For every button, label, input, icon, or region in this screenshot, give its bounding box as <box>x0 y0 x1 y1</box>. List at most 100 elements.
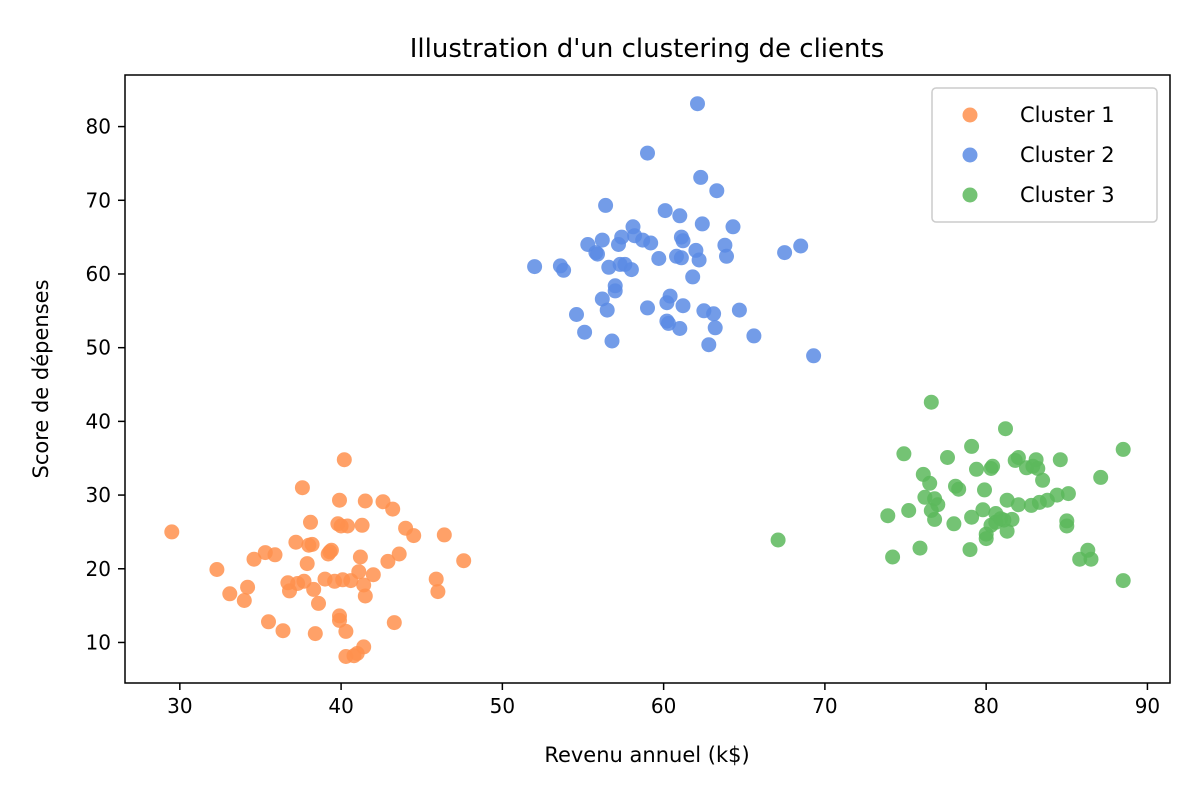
legend-items: Cluster 1 Cluster 2 Cluster 3 <box>962 103 1115 207</box>
cluster-3-point <box>770 532 786 548</box>
cluster-2-point <box>640 300 655 316</box>
plot-area-frame <box>124 74 1171 684</box>
cluster-1-point <box>430 584 446 600</box>
points-layer <box>164 96 1131 664</box>
cluster-2-point <box>746 328 762 344</box>
y-axis: 10 20 30 40 50 60 70 80 <box>86 115 125 654</box>
cluster-1-point <box>240 579 256 595</box>
cluster-3-point <box>1030 461 1046 476</box>
cluster-2-point <box>657 203 673 219</box>
cluster-3-point <box>922 475 938 491</box>
y-axis-label: Score de dépenses <box>29 279 53 478</box>
cluster-2-point <box>651 251 667 266</box>
cluster-1-point <box>357 493 373 509</box>
cluster-2-point <box>673 250 689 266</box>
cluster-2-point <box>793 238 809 254</box>
cluster-3-point <box>964 438 980 454</box>
cluster-3-point <box>1115 441 1131 457</box>
cluster-2-point <box>577 324 593 340</box>
cluster-3-point <box>912 540 928 556</box>
cluster-2-point <box>675 298 691 314</box>
cluster-3-point <box>923 394 939 410</box>
legend: Cluster 1 Cluster 2 Cluster 3 <box>931 87 1158 223</box>
cluster-1-point <box>357 588 373 604</box>
cluster-3-point <box>1004 511 1020 527</box>
cluster-2-point <box>594 232 610 248</box>
cluster-3-point <box>896 446 912 462</box>
cluster-3-point <box>1049 487 1065 503</box>
cluster-1-point <box>304 536 320 552</box>
cluster-1-point <box>391 546 407 562</box>
x-tick-label: 90 <box>1135 694 1160 718</box>
cluster-3-point <box>962 542 978 558</box>
cluster-3-point <box>1060 486 1076 502</box>
cluster-2-point <box>590 246 605 262</box>
x-axis: 30 40 50 60 70 80 90 <box>167 683 1160 718</box>
legend-label-cluster-1: Cluster 1 <box>1020 103 1115 127</box>
x-tick-label: 70 <box>812 694 837 718</box>
x-tick-label: 80 <box>973 694 998 718</box>
cluster-3-point <box>1059 518 1075 534</box>
y-tick-label: 80 <box>86 115 111 139</box>
cluster-3-point <box>930 497 946 513</box>
cluster-1-point <box>332 492 347 508</box>
cluster-1-point <box>352 549 368 565</box>
legend-label-cluster-3: Cluster 3 <box>1020 183 1115 207</box>
cluster-3-point <box>951 481 967 497</box>
cluster-2-point <box>806 348 822 364</box>
cluster-1-point <box>306 581 322 597</box>
cluster-1-point <box>267 547 283 563</box>
y-tick-label: 40 <box>86 409 111 433</box>
cluster-2-point <box>661 315 676 331</box>
cluster-1-point <box>386 615 402 631</box>
y-tick-label: 60 <box>86 262 111 286</box>
cluster-3-point <box>969 461 984 477</box>
legend-marker-cluster-1 <box>962 107 978 123</box>
cluster-3-point <box>1093 469 1109 485</box>
cluster-1-point <box>311 595 326 611</box>
cluster-3-point <box>901 503 917 518</box>
legend-marker-cluster-3 <box>962 187 978 203</box>
x-tick-label: 30 <box>167 694 192 718</box>
cluster-3-point <box>1035 472 1051 488</box>
cluster-3-point <box>1010 450 1026 465</box>
cluster-1-point <box>354 517 370 533</box>
legend-label-cluster-2: Cluster 2 <box>1020 143 1115 167</box>
cluster-1-point <box>338 623 354 639</box>
cluster-1-point <box>436 527 452 543</box>
x-tick-label: 50 <box>490 694 515 718</box>
chart-title: Illustration d'un clustering de clients <box>410 34 885 64</box>
cluster-2-point <box>690 96 705 112</box>
cluster-3-point <box>985 458 1001 474</box>
cluster-1-point <box>299 556 315 572</box>
cluster-2-point <box>556 262 572 278</box>
cluster-2-point <box>694 216 710 232</box>
cluster-2-point <box>685 269 701 285</box>
cluster-3-point <box>998 421 1013 437</box>
cluster-2-point <box>719 248 734 264</box>
cluster-3-point <box>1115 573 1131 589</box>
cluster-2-point <box>569 307 584 322</box>
x-axis-label: Revenu annuel (k$) <box>544 743 749 767</box>
legend-box <box>931 87 1158 223</box>
cluster-1-point <box>307 626 323 642</box>
y-tick-label: 30 <box>86 483 111 507</box>
cluster-2-point <box>693 169 709 185</box>
cluster-1-point <box>294 480 310 496</box>
cluster-2-point <box>599 302 615 318</box>
cluster-3-point <box>946 516 962 532</box>
cluster-2-point <box>604 333 620 349</box>
cluster-3-point <box>999 523 1015 539</box>
cluster-2-point <box>598 197 614 213</box>
cluster-1-point <box>236 593 252 608</box>
cluster-1-point <box>246 551 262 567</box>
cluster-2-point <box>717 237 733 253</box>
x-tick-label: 40 <box>328 694 353 718</box>
cluster-2-point <box>777 245 793 261</box>
cluster-1-point <box>456 553 472 569</box>
cluster-2-point <box>672 321 688 336</box>
cluster-3-point <box>940 450 955 465</box>
cluster-2-point <box>672 208 688 224</box>
cluster-1-point <box>365 567 381 583</box>
